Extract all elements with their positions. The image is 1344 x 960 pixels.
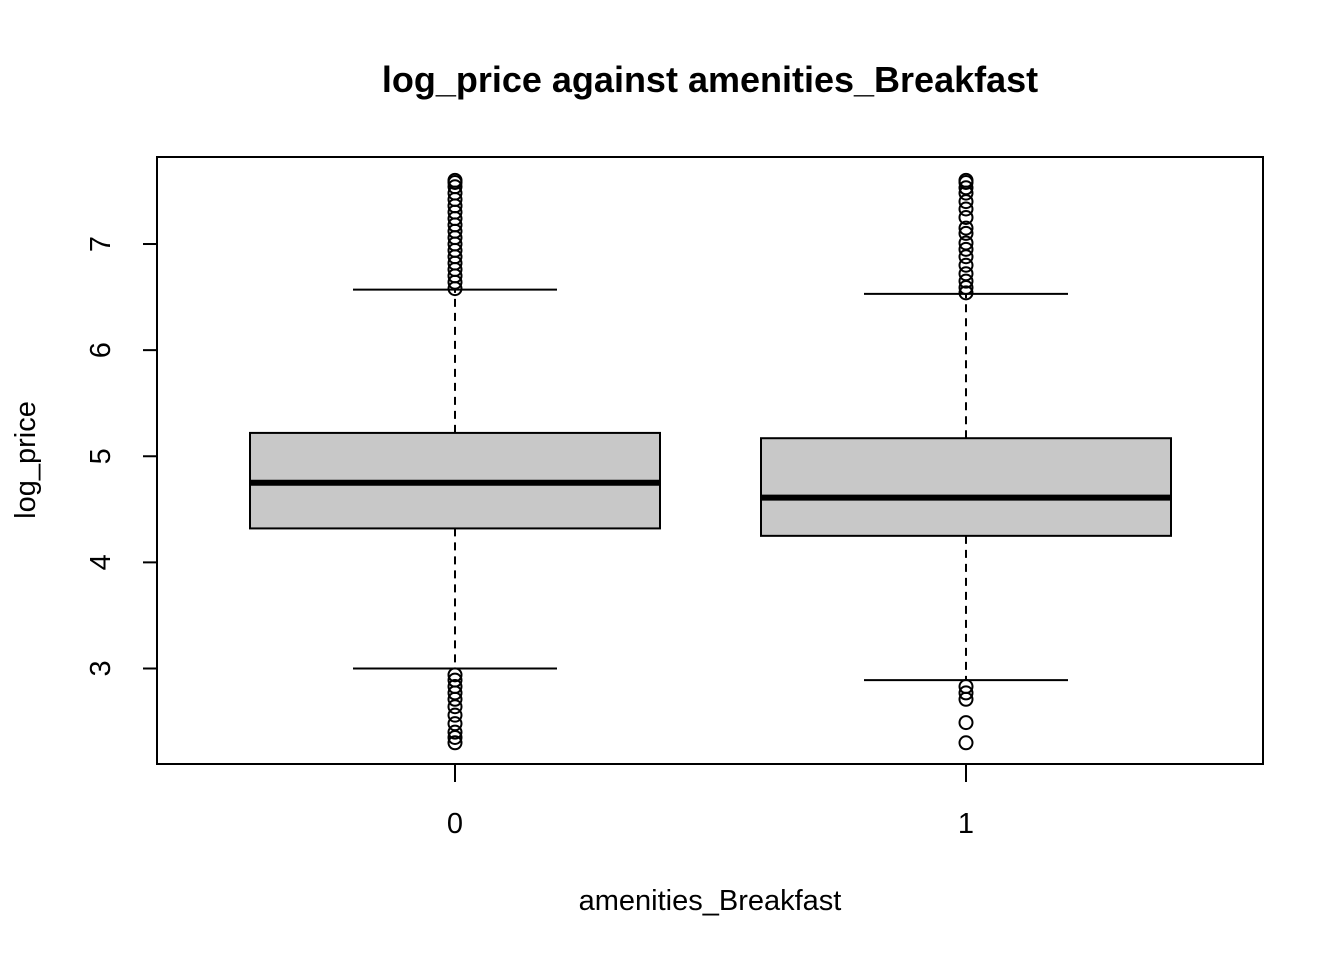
box-group-0 xyxy=(249,172,661,751)
outlier-point xyxy=(447,724,463,740)
x-tick-label: 1 xyxy=(958,808,974,840)
outlier-point xyxy=(958,715,974,731)
x-tick-label: 0 xyxy=(447,808,463,840)
iqr-box xyxy=(760,437,1172,537)
y-axis: 3 4 5 6 7 xyxy=(85,236,157,677)
outlier-point xyxy=(958,180,974,196)
outlier-point xyxy=(958,285,974,301)
outlier-point xyxy=(447,679,463,695)
outlier-point xyxy=(447,172,463,188)
outlier-point xyxy=(958,241,974,257)
outlier-point xyxy=(958,273,974,289)
outlier-point xyxy=(447,716,463,732)
outlier-point xyxy=(447,179,463,195)
outlier-point xyxy=(958,266,974,282)
y-tick-label: 6 xyxy=(85,342,117,358)
outlier-point xyxy=(447,707,463,723)
outlier-point xyxy=(958,201,974,217)
outlier-point xyxy=(447,735,463,751)
box-group-1 xyxy=(760,172,1172,751)
outlier-point xyxy=(958,735,974,751)
outlier-point xyxy=(958,235,974,251)
plot-frame xyxy=(156,156,1264,765)
outlier-point xyxy=(447,667,463,683)
x-axis-label: amenities_Breakfast xyxy=(579,885,842,917)
y-tick-label: 5 xyxy=(85,448,117,464)
y-tick-label: 3 xyxy=(85,660,117,676)
chart-title: log_price against amenities_Breakfast xyxy=(382,59,1038,100)
y-tick-label: 4 xyxy=(85,554,117,570)
outlier-point xyxy=(958,220,974,236)
y-axis-label: log_price xyxy=(10,401,42,519)
outlier-point xyxy=(958,209,974,225)
outlier-point xyxy=(958,685,974,701)
outlier-point xyxy=(958,679,974,695)
outlier-point xyxy=(958,225,974,241)
y-tick-label: 7 xyxy=(85,236,117,252)
outlier-point xyxy=(958,257,974,273)
outlier-point xyxy=(447,672,463,688)
plot-marks xyxy=(249,172,1172,751)
outlier-point xyxy=(958,172,974,188)
